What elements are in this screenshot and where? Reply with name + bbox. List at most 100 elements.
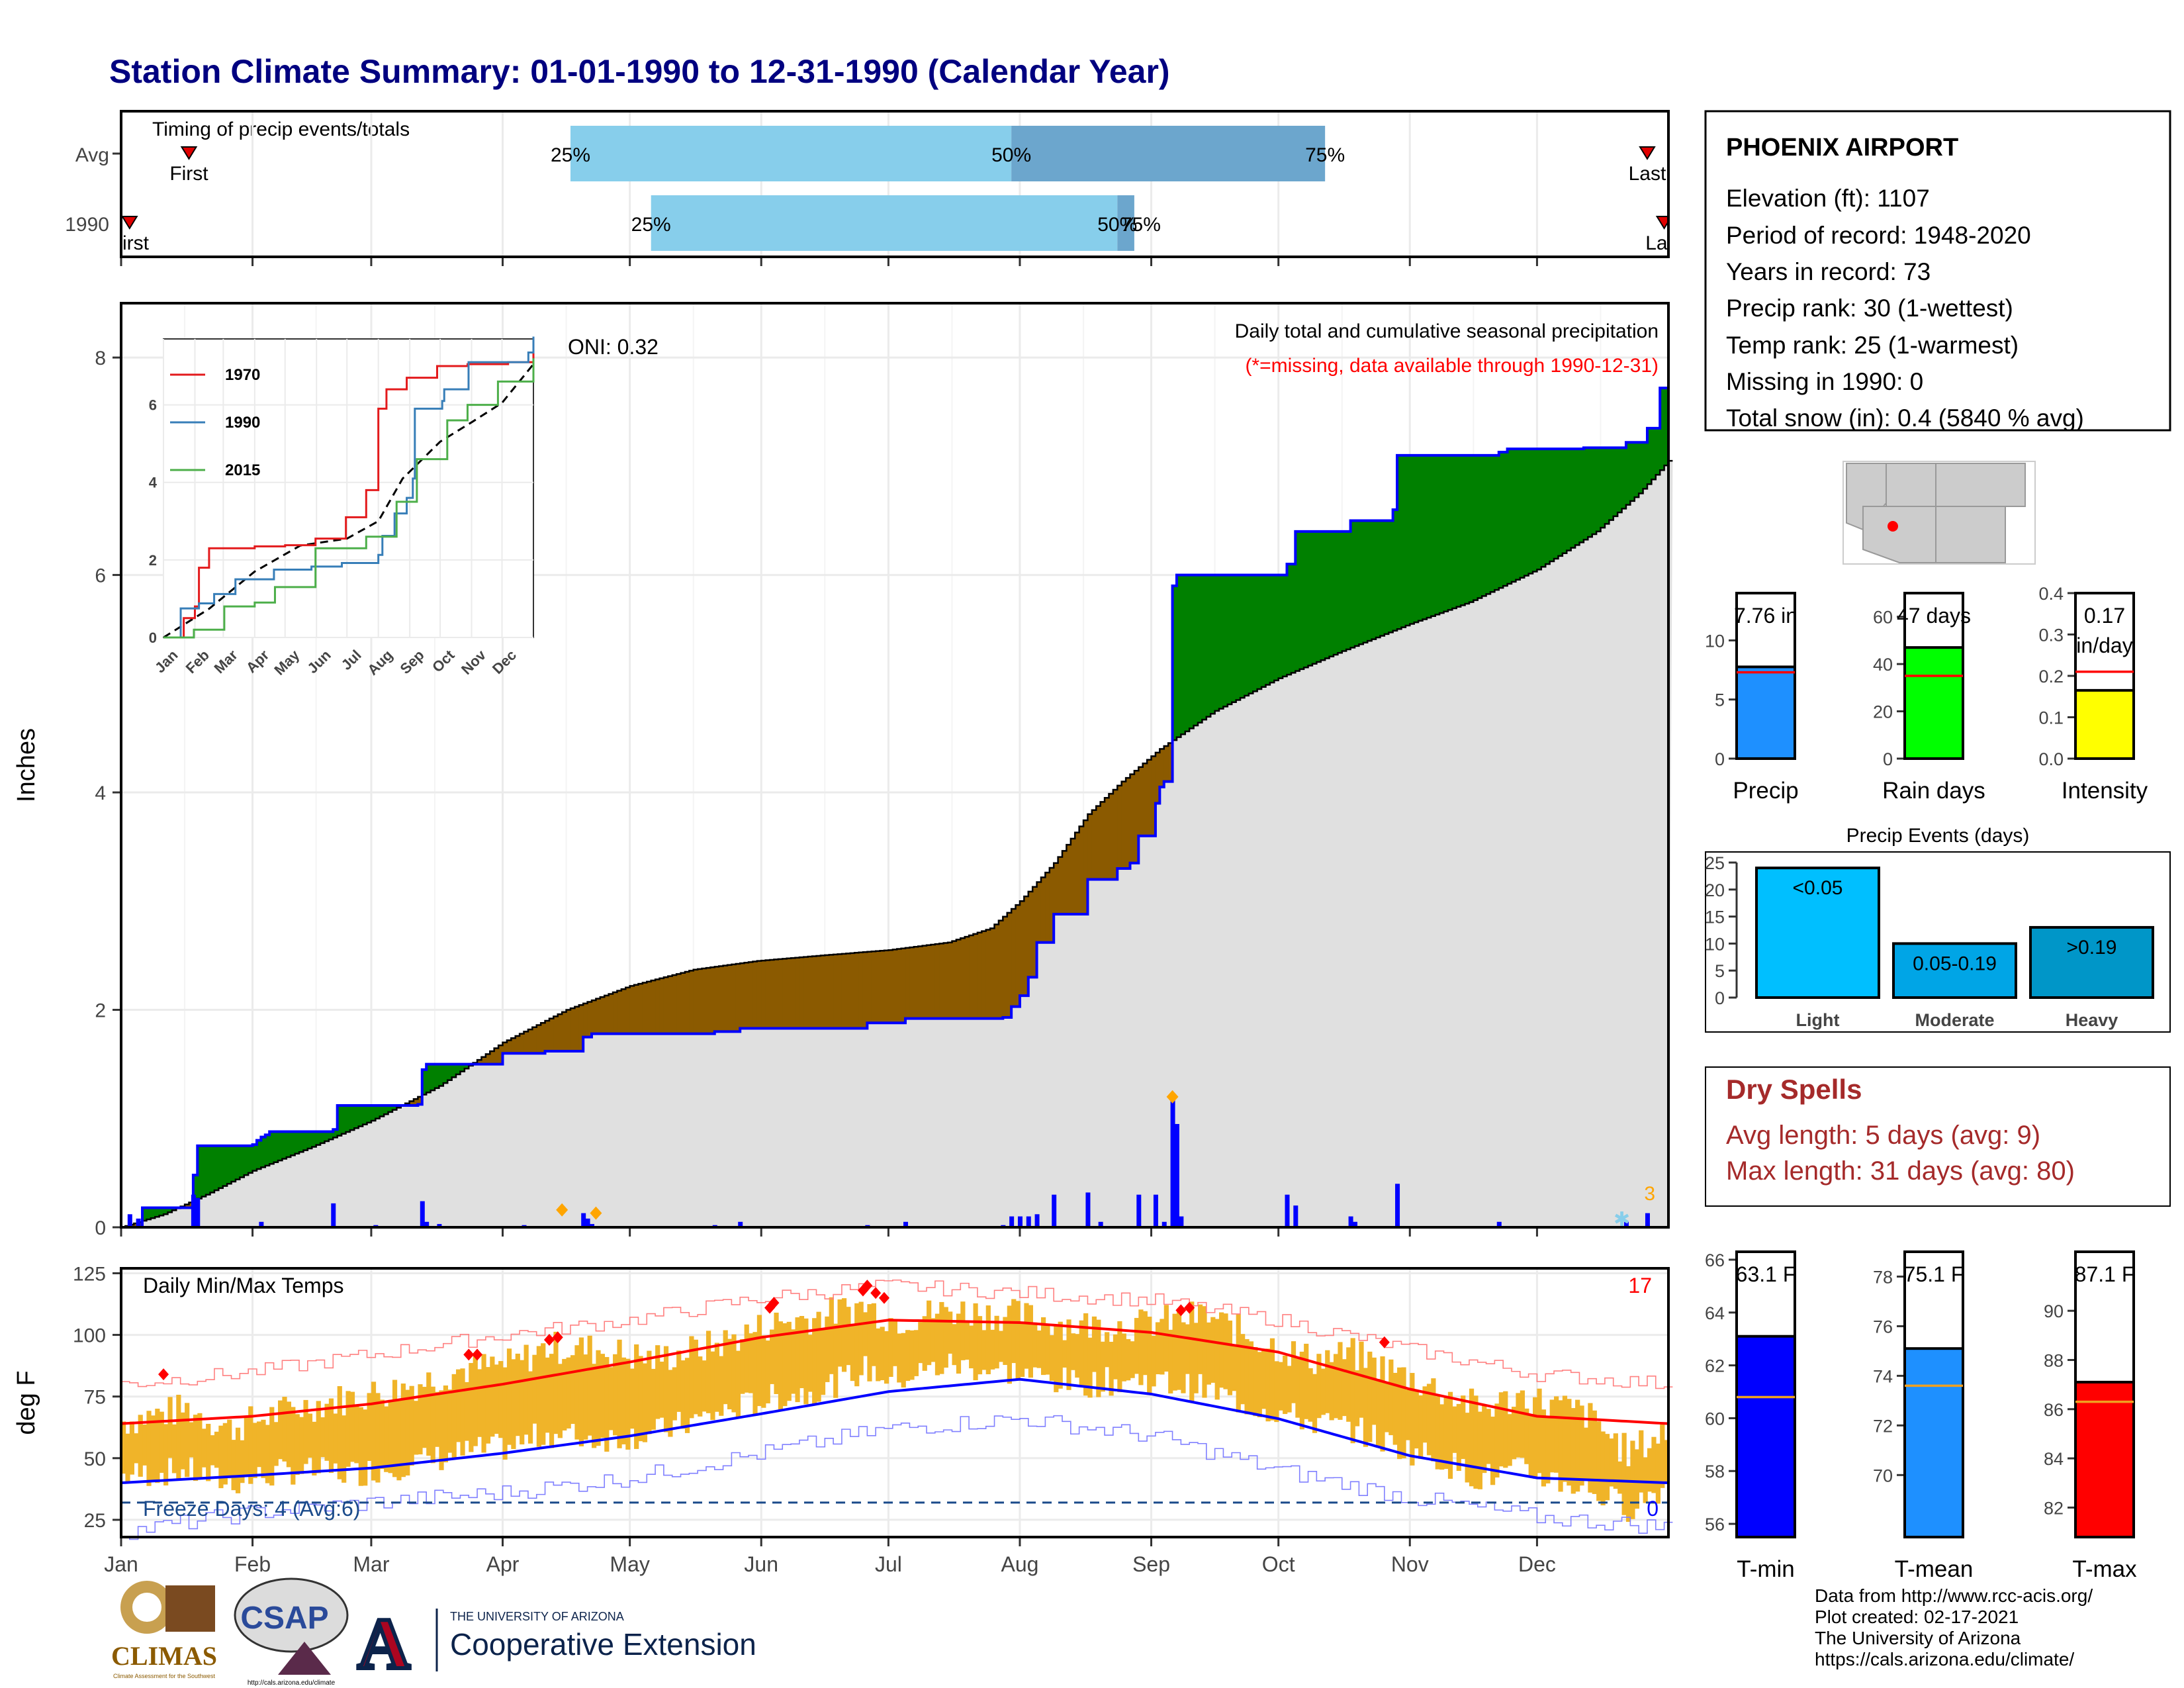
temp-range-day [825, 1316, 830, 1382]
temp-range-day [1066, 1319, 1071, 1390]
deficit-day [931, 944, 936, 1019]
surplus-day [1511, 449, 1517, 582]
temp-range-day [761, 1335, 766, 1408]
deficit-day [1015, 905, 1021, 1007]
temp-range-day [1316, 1354, 1322, 1419]
temp-range-day [1007, 1305, 1012, 1384]
surplus-day [328, 1131, 334, 1140]
temp-range-day [1503, 1391, 1508, 1468]
temp-range-day [1126, 1338, 1131, 1381]
deficit-day [1049, 867, 1054, 943]
timing-p25-label-0: 25% [551, 144, 590, 166]
surplus-day [371, 1105, 376, 1121]
events-ytick-label-5: 25 [1705, 853, 1725, 873]
deficit-day [185, 1204, 190, 1208]
temp-range-day [1185, 1324, 1190, 1374]
timing-p25-label-1: 25% [631, 214, 671, 236]
surplus-day [1338, 531, 1343, 653]
temp-range-day [1176, 1309, 1182, 1390]
daily-precip-bar-22 [1034, 1214, 1040, 1227]
surplus-day [1617, 447, 1623, 513]
temp-range-day [523, 1344, 529, 1435]
inset-legend-label-1990: 1990 [225, 414, 260, 432]
inset-frame [163, 338, 534, 638]
timing-first-marker-1 [121, 216, 138, 230]
surplus-day [358, 1105, 363, 1127]
temp-range-day [1588, 1403, 1593, 1493]
temp-range-day [705, 1331, 711, 1413]
surplus-day [1447, 455, 1453, 610]
avg-cumulative-line [121, 459, 1673, 1229]
deficit-day [812, 956, 817, 1029]
summary-mini-chart-precip: 0 5 10 7.76 in Precip [1705, 592, 1799, 804]
surplus-day [1469, 455, 1474, 602]
temp-range-day [782, 1323, 788, 1407]
temp-range-day [1121, 1333, 1126, 1382]
deficit-day [1045, 872, 1050, 943]
temp-range-day [1304, 1343, 1309, 1419]
deficit-day [1117, 785, 1122, 869]
temp-tmean-ytick-label-4: 78 [1873, 1267, 1893, 1287]
temp-range-day [1024, 1303, 1029, 1369]
temp-range-day [536, 1346, 541, 1447]
map-state-arizona [1862, 506, 1936, 563]
surplus-day [1660, 388, 1665, 471]
temp-range-day [574, 1345, 580, 1440]
temp-range-day [1244, 1338, 1250, 1415]
surplus-day [1418, 455, 1424, 621]
temp-month-label-5: Jun [744, 1552, 778, 1576]
surplus-day [1291, 564, 1296, 673]
temp-frame [120, 1267, 1670, 1538]
surplus-day [1516, 449, 1521, 580]
temp-range-day [960, 1301, 966, 1360]
surplus-day [1283, 575, 1288, 677]
summary-intensity-ytick-label-1: 0.1 [2038, 708, 2064, 728]
temp-range-day [400, 1383, 406, 1477]
temp-range-day [1232, 1344, 1237, 1391]
daily-precip-bar-33 [1293, 1205, 1298, 1227]
deficit-day [1024, 896, 1029, 996]
temp-tmax-ytick-label-2: 86 [2044, 1400, 2064, 1420]
surplus-day [142, 1207, 148, 1221]
deficit-day [973, 933, 978, 1019]
deficit-day [477, 1060, 482, 1064]
surplus-day [1308, 531, 1313, 666]
deficit-day [668, 976, 673, 1034]
timing-bar-25-50-0 [570, 126, 1012, 181]
surplus-day [210, 1145, 215, 1193]
temp-range-day [1384, 1382, 1390, 1432]
record-temp-marker-12 [1184, 1301, 1195, 1314]
surplus-day [1431, 455, 1436, 616]
deficit-day [498, 1045, 504, 1064]
surplus-day [1520, 449, 1525, 578]
temp-range-day [973, 1303, 978, 1381]
surplus-day [146, 1207, 152, 1220]
surplus-day [265, 1135, 270, 1166]
temp-range-day [549, 1354, 555, 1448]
normal-min-line [120, 1378, 1669, 1485]
record-temp-marker-9 [870, 1287, 882, 1299]
temp-range-day [1100, 1341, 1105, 1392]
temp-mini-chart-tmax: 82 84 86 88 90 87.1 F T-max [2044, 1250, 2137, 1582]
dry-spells-max: Max length: 31 days (avg: 80) [1726, 1156, 2075, 1186]
surplus-day [269, 1131, 275, 1164]
temp-range-day [506, 1348, 512, 1445]
temp-range-day [880, 1327, 885, 1381]
daily-precip-bar-21 [1026, 1216, 1031, 1227]
deficit-day [1121, 781, 1126, 869]
deficit-day [1109, 794, 1114, 880]
temp-range-day [150, 1415, 156, 1481]
temp-range-day [1630, 1440, 1635, 1519]
temp-range-day [744, 1324, 749, 1393]
precip-ytick-label-1: 2 [95, 1000, 106, 1022]
temp-range-day [812, 1318, 817, 1405]
precip-y-axis-label: Inches [13, 728, 40, 802]
temp-range-day [405, 1389, 410, 1476]
deficit-day [541, 1023, 546, 1054]
temp-range-day [1015, 1301, 1021, 1381]
summary-rain-days-ytick-label-1: 20 [1873, 702, 1893, 722]
temp-range-day [1401, 1367, 1406, 1459]
record-max-line [121, 1279, 1673, 1389]
temp-month-label-3: Apr [486, 1552, 520, 1576]
deficit-day [922, 945, 927, 1019]
